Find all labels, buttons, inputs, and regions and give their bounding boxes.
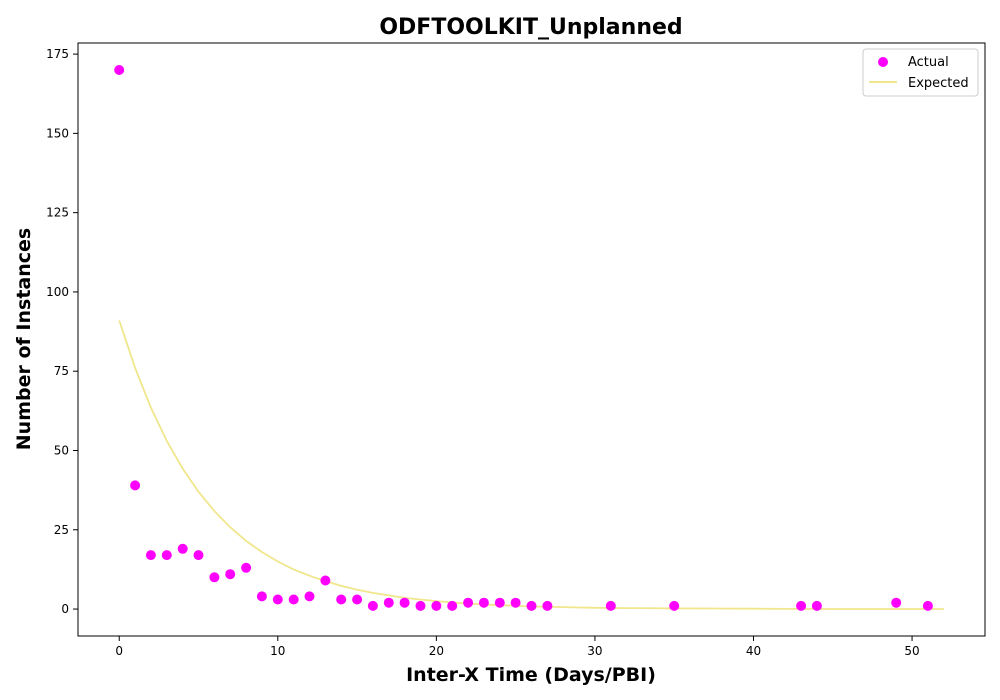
actual-point — [478, 597, 489, 608]
x-tick-label: 20 — [429, 644, 444, 658]
x-axis: 0 10 20 30 40 50 — [115, 636, 920, 658]
actual-point — [130, 480, 141, 491]
actual-point — [605, 600, 616, 611]
actual-point — [811, 600, 822, 611]
actual-point — [304, 591, 315, 602]
actual-point — [256, 591, 267, 602]
y-tick-label: 125 — [46, 206, 69, 220]
actual-point — [352, 594, 363, 605]
y-tick-label: 75 — [54, 364, 69, 378]
actual-point — [367, 600, 378, 611]
y-axis: 0 25 50 75 100 125 150 175 — [46, 47, 78, 616]
legend-actual-marker — [878, 57, 888, 67]
actual-point — [510, 597, 521, 608]
x-tick-label: 30 — [587, 644, 602, 658]
chart-title: ODFTOOLKIT_Unplanned — [379, 15, 682, 40]
actual-point — [542, 600, 553, 611]
x-tick-label: 10 — [270, 644, 285, 658]
actual-point — [320, 575, 331, 586]
legend-box — [862, 48, 979, 97]
actual-point — [241, 562, 252, 573]
actual-point — [922, 600, 933, 611]
actual-point — [431, 600, 442, 611]
y-tick-label: 0 — [61, 602, 69, 616]
x-tick-label: 0 — [115, 644, 123, 658]
actual-point — [447, 600, 458, 611]
actual-point — [669, 600, 680, 611]
actual-point — [336, 594, 347, 605]
x-tick-label: 50 — [904, 644, 919, 658]
plot-area — [77, 42, 986, 637]
actual-point — [177, 543, 188, 554]
actual-point — [415, 600, 426, 611]
actual-point — [193, 550, 204, 561]
y-tick-label: 150 — [46, 126, 69, 140]
actual-series — [114, 65, 933, 611]
actual-point — [399, 597, 410, 608]
expected-line — [118, 320, 944, 610]
actual-point — [494, 597, 505, 608]
x-tick-label: 40 — [746, 644, 761, 658]
y-tick-label: 50 — [54, 443, 69, 457]
actual-point — [145, 550, 156, 561]
y-axis-label: Number of Instances — [13, 228, 35, 450]
actual-point — [272, 594, 283, 605]
actual-point — [383, 597, 394, 608]
actual-point — [796, 600, 807, 611]
actual-point — [463, 597, 474, 608]
y-tick-label: 25 — [54, 523, 69, 537]
actual-point — [225, 569, 236, 580]
actual-point — [209, 572, 220, 583]
y-tick-label: 175 — [46, 47, 69, 61]
actual-point — [891, 597, 902, 608]
actual-point — [288, 594, 299, 605]
legend-expected-label: Expected — [908, 76, 969, 91]
actual-point — [161, 550, 172, 561]
legend: Actual Expected — [862, 48, 979, 97]
legend-actual-label: Actual — [908, 55, 949, 70]
actual-point — [114, 65, 125, 75]
x-axis-label: Inter-X Time (Days/PBI) — [406, 664, 656, 686]
actual-point — [526, 600, 537, 611]
expected-series — [118, 320, 944, 610]
y-tick-label: 100 — [46, 285, 69, 299]
